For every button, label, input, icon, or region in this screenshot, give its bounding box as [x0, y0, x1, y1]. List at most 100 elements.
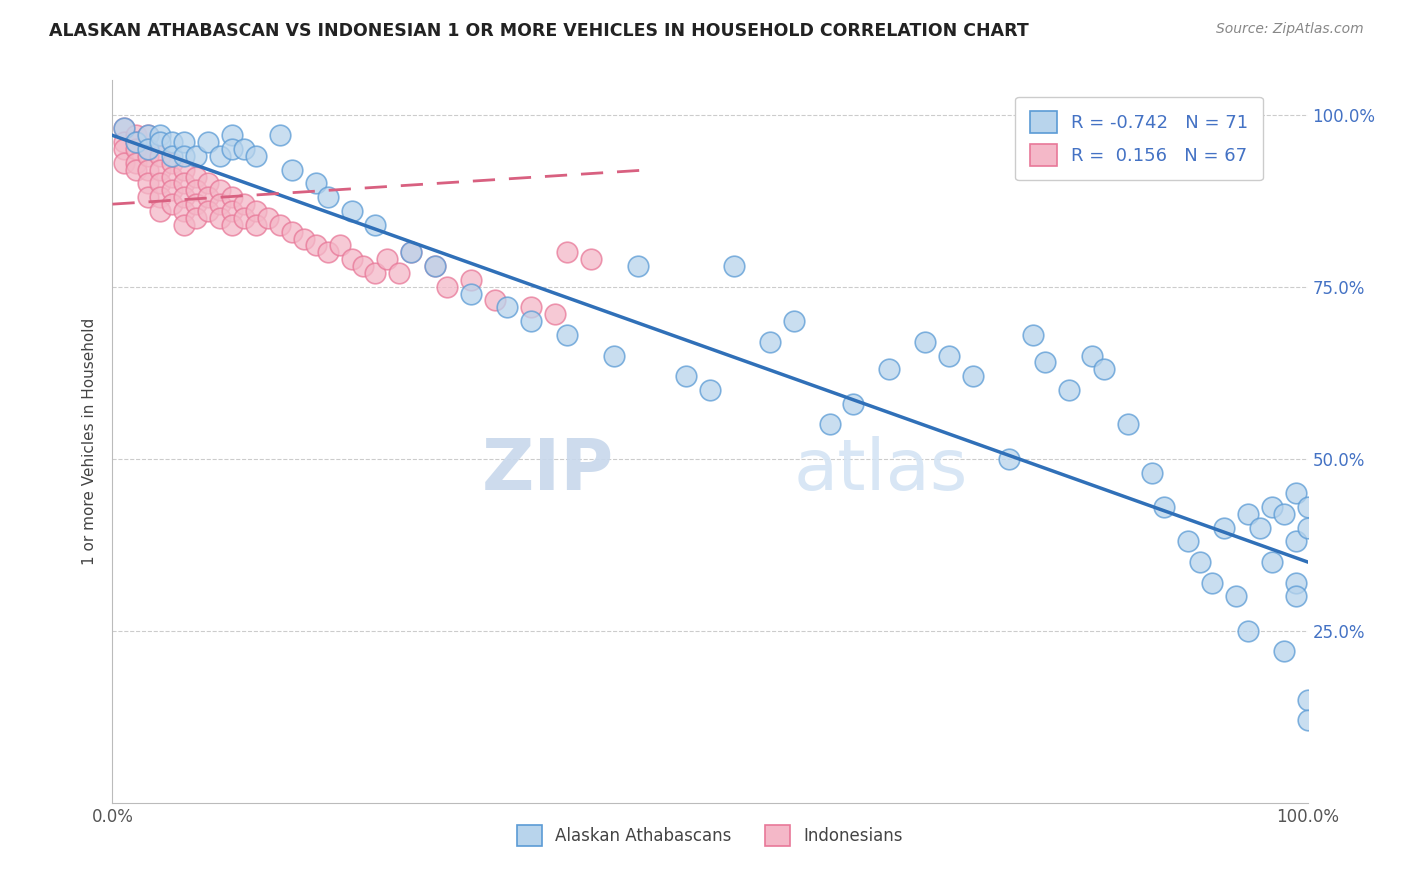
Point: [484, 293, 506, 308]
Point: [245, 218, 267, 232]
Point: [401, 245, 423, 260]
Point: [460, 273, 482, 287]
Point: [114, 121, 135, 136]
Point: [401, 245, 423, 260]
Point: [209, 183, 232, 197]
Text: ALASKAN ATHABASCAN VS INDONESIAN 1 OR MORE VEHICLES IN HOUSEHOLD CORRELATION CHA: ALASKAN ATHABASCAN VS INDONESIAN 1 OR MO…: [49, 22, 1029, 40]
Point: [425, 259, 447, 273]
Point: [149, 177, 172, 191]
Point: [186, 183, 208, 197]
Point: [305, 238, 328, 252]
Point: [233, 197, 256, 211]
Point: [173, 162, 195, 177]
Point: [1272, 644, 1295, 658]
Point: [1153, 500, 1175, 514]
Point: [173, 204, 195, 219]
Y-axis label: 1 or more Vehicles in Household: 1 or more Vehicles in Household: [82, 318, 97, 566]
Point: [555, 327, 578, 342]
Point: [388, 266, 411, 280]
Point: [269, 128, 291, 143]
Point: [125, 135, 148, 149]
Point: [1057, 383, 1080, 397]
Point: [316, 245, 339, 260]
Point: [138, 142, 160, 156]
Point: [221, 190, 243, 204]
Point: [305, 177, 328, 191]
Point: [281, 162, 304, 177]
Point: [1177, 534, 1199, 549]
Point: [221, 128, 243, 143]
Point: [914, 334, 936, 349]
Point: [675, 369, 697, 384]
Point: [281, 225, 304, 239]
Point: [1261, 555, 1284, 569]
Point: [1237, 507, 1260, 521]
Point: [579, 252, 602, 267]
Point: [1237, 624, 1260, 638]
Point: [329, 238, 352, 252]
Point: [1022, 327, 1045, 342]
Point: [138, 177, 160, 191]
Point: [352, 259, 374, 273]
Point: [149, 149, 172, 163]
Point: [186, 169, 208, 184]
Point: [173, 190, 195, 204]
Point: [162, 183, 183, 197]
Point: [114, 135, 135, 149]
Point: [520, 301, 543, 315]
Point: [149, 135, 172, 149]
Point: [197, 135, 219, 149]
Point: [186, 197, 208, 211]
Point: [269, 218, 291, 232]
Text: ZIP: ZIP: [482, 436, 614, 505]
Point: [125, 156, 148, 170]
Point: [186, 211, 208, 225]
Point: [340, 204, 363, 219]
Point: [436, 279, 458, 293]
Point: [149, 204, 172, 219]
Point: [162, 135, 183, 149]
Point: [209, 211, 232, 225]
Point: [1033, 355, 1056, 369]
Point: [603, 349, 626, 363]
Point: [173, 177, 195, 191]
Point: [1285, 590, 1308, 604]
Point: [1272, 507, 1295, 521]
Point: [627, 259, 650, 273]
Point: [138, 142, 160, 156]
Point: [699, 383, 721, 397]
Point: [818, 417, 841, 432]
Point: [1285, 575, 1308, 590]
Point: [543, 307, 565, 321]
Point: [1296, 692, 1319, 706]
Point: [842, 397, 865, 411]
Point: [377, 252, 399, 267]
Point: [245, 149, 267, 163]
Text: Source: ZipAtlas.com: Source: ZipAtlas.com: [1216, 22, 1364, 37]
Point: [221, 142, 243, 156]
Text: atlas: atlas: [793, 436, 969, 505]
Point: [520, 314, 543, 328]
Point: [879, 362, 901, 376]
Point: [173, 135, 195, 149]
Point: [125, 135, 148, 149]
Point: [221, 218, 243, 232]
Point: [233, 211, 256, 225]
Point: [162, 149, 183, 163]
Point: [209, 197, 232, 211]
Point: [245, 204, 267, 219]
Point: [162, 156, 183, 170]
Point: [1189, 555, 1212, 569]
Point: [186, 149, 208, 163]
Legend: Alaskan Athabascans, Indonesians: Alaskan Athabascans, Indonesians: [510, 819, 910, 852]
Point: [1296, 500, 1319, 514]
Point: [962, 369, 984, 384]
Point: [114, 142, 135, 156]
Point: [364, 266, 387, 280]
Point: [759, 334, 782, 349]
Point: [197, 204, 219, 219]
Point: [149, 162, 172, 177]
Point: [1225, 590, 1247, 604]
Point: [938, 349, 960, 363]
Point: [138, 190, 160, 204]
